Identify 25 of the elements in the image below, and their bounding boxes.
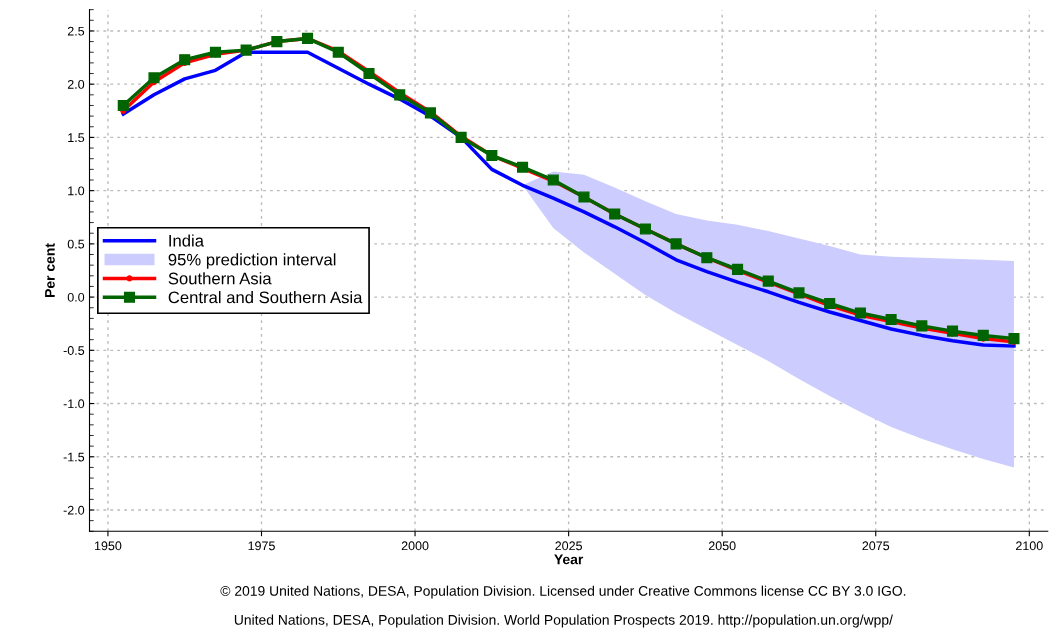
legend-label: 95% prediction interval bbox=[168, 253, 336, 269]
y-tick-label: -1.5 bbox=[63, 452, 85, 462]
y-tick-label: 0.0 bbox=[67, 292, 85, 302]
x-tick-label: 2100 bbox=[1016, 541, 1043, 551]
x-axis-title: Year bbox=[554, 554, 584, 565]
y-tick-label: 2.5 bbox=[67, 26, 85, 36]
text: United Nations, DESA, Population Division. World Population Prospects 2019. http://population.un.org/wpp/ bbox=[234, 614, 893, 628]
y-tick-label: 1.5 bbox=[68, 133, 85, 143]
y-axis-title: Per cent bbox=[45, 243, 55, 297]
x-tick-label: 1950 bbox=[94, 541, 122, 551]
y-tick-label: 2.0 bbox=[67, 79, 85, 89]
y-tick-label: -2.0 bbox=[63, 505, 85, 515]
text: © 2019 United Nations, DESA, Population Division. Licensed under Creative Commons license CC BY 3.0 IGO. bbox=[220, 585, 906, 599]
legend-label: Southern Asia bbox=[168, 272, 272, 285]
legend-label: India bbox=[169, 234, 204, 247]
y-tick-label: 0.5 bbox=[67, 239, 85, 249]
x-tick-label: 2075 bbox=[862, 541, 890, 551]
y-tick-label: 1.0 bbox=[68, 186, 85, 196]
y-tick-label: -0.5 bbox=[63, 346, 85, 355]
x-tick-label: 2025 bbox=[555, 541, 582, 551]
x-tick-label: 1975 bbox=[248, 541, 275, 551]
x-tick-label: 2050 bbox=[708, 541, 736, 551]
y-tick-label: -1.0 bbox=[63, 399, 85, 409]
x-tick-label: 2000 bbox=[401, 541, 429, 551]
legend-label: Central and Southern Asia bbox=[168, 291, 363, 304]
